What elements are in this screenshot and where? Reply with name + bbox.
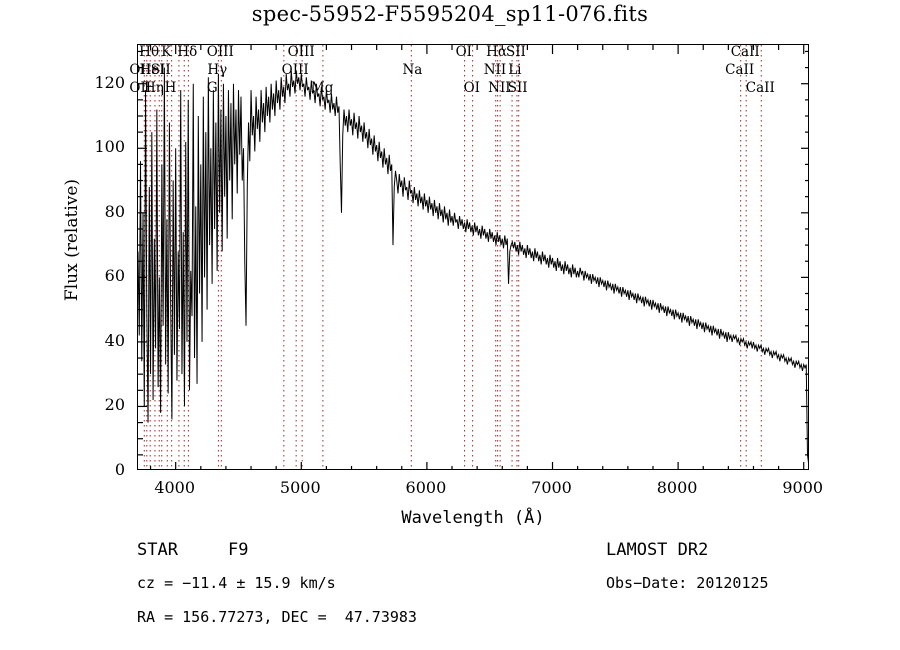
spectral-line-label: OII [129, 80, 152, 96]
spectral-line-label: Na [402, 62, 423, 78]
page-title: spec-55952-F5595204_sp11-076.fits [251, 2, 649, 26]
spectral-line-label: CaII [745, 80, 775, 96]
spectral-line-label: Hη [143, 80, 164, 96]
spectral-line-label: OIII [281, 62, 309, 78]
spectral-line-label: Hδ [177, 44, 198, 60]
spectral-line-label: Li [508, 62, 522, 78]
spectral-line-label: HeI [139, 62, 165, 78]
obs-date-value: Obs−Date: 20120125 [606, 574, 769, 592]
spectral-line-label: OIII [287, 44, 315, 60]
spectrum-trace [138, 67, 808, 463]
spectral-line-label: G [206, 80, 218, 96]
y-tick-label: 40 [104, 330, 125, 350]
spectral-line-label: OI [455, 44, 472, 60]
x-tick-label: 4000 [154, 478, 196, 497]
spectral-line-label: OII [129, 62, 152, 78]
spectrum-svg [138, 45, 808, 469]
spectral-line-label: SII [150, 62, 171, 78]
y-axis-title: Flux (relative) [62, 178, 82, 302]
axis-tick-group [138, 45, 808, 469]
x-tick-label: 5000 [279, 478, 321, 497]
spectral-line-label: CaII [725, 62, 755, 78]
x-axis-title: Wavelength (Å) [401, 508, 545, 528]
y-axis-title-wrap: Flux (relative) [60, 110, 84, 370]
y-tick-label: 0 [114, 460, 125, 479]
y-tick-label: 60 [104, 266, 125, 286]
spectral-line-label: Hγ [207, 62, 228, 78]
spectral-line-label: OIII [206, 44, 234, 60]
spectral-line-label: Hθ [139, 44, 160, 60]
plot-area [137, 44, 809, 470]
spectral-line-label: SII [505, 44, 526, 60]
x-tick-label: 6000 [405, 478, 447, 497]
y-tick-label: 100 [94, 137, 125, 157]
spectral-line-label: NII [483, 62, 507, 78]
y-tick-label: 20 [104, 395, 125, 415]
spectral-line-label: K [161, 44, 172, 60]
spectral-line-label: NII [488, 80, 511, 96]
spectral-line-label: OI [463, 80, 481, 96]
spectral-line-label: Hα [486, 44, 507, 60]
survey-label: LAMOST DR2 [606, 540, 709, 560]
y-tick-label: 80 [104, 201, 125, 221]
spectral-line-label: H [164, 80, 177, 96]
x-tick-label: 8000 [656, 478, 698, 497]
spectral-line-label: Mg [310, 80, 334, 96]
spectral-line-label: SII [507, 80, 528, 96]
x-tick-label: 7000 [531, 478, 572, 497]
y-tick-label: 120 [94, 72, 125, 92]
coordinates-value: RA = 156.77273, DEC = 47.73983 [137, 608, 417, 626]
spectral-line-label: CaII [730, 44, 760, 60]
line-marker-group [143, 45, 762, 469]
x-tick-label: 9000 [782, 478, 824, 497]
spectral-class-label: F9 [228, 540, 249, 560]
cz-value: cz = −11.4 ± 15.9 km/s [137, 574, 336, 592]
object-type-label: STAR [137, 540, 178, 560]
